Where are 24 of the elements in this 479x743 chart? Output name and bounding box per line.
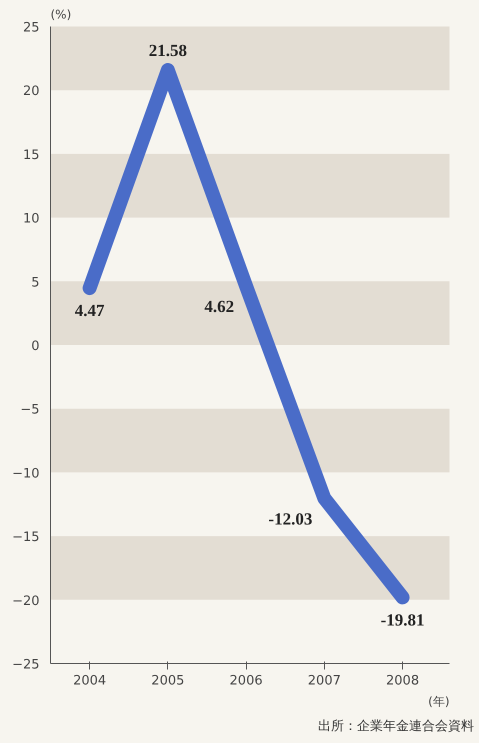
y-tick-label: −25 — [12, 658, 40, 672]
data-label: 4.47 — [74, 301, 105, 320]
data-label: -12.03 — [268, 509, 312, 528]
y-tick-label: 5 — [31, 275, 40, 290]
text: 出所：企業年金連合会資料 — [318, 718, 474, 736]
y-tick-label: 0 — [31, 339, 40, 354]
x-axis-title: (年) — [428, 694, 450, 708]
x-tick-label: 2005 — [151, 674, 184, 688]
x-tick-label: 2004 — [73, 674, 106, 688]
data-label: 21.58 — [148, 41, 187, 60]
y-tick-label: −5 — [20, 402, 40, 418]
y-tick-label: 10 — [22, 212, 40, 227]
y-tick-label: −20 — [12, 594, 40, 609]
x-tick-label: 2007 — [308, 674, 341, 688]
y-tick-label: 20 — [22, 84, 40, 100]
y-tick-label: −10 — [12, 466, 40, 482]
data-label: -19.81 — [380, 610, 425, 630]
y-axis-title: (%) — [50, 8, 72, 22]
y-tick-label: −15 — [12, 530, 40, 546]
x-tick-label: 2008 — [386, 674, 420, 688]
y-tick-label: 15 — [22, 148, 40, 163]
y-tick-label: 25 — [22, 20, 40, 36]
data-label: 4.62 — [204, 297, 234, 316]
x-tick-label: 2006 — [230, 674, 263, 688]
